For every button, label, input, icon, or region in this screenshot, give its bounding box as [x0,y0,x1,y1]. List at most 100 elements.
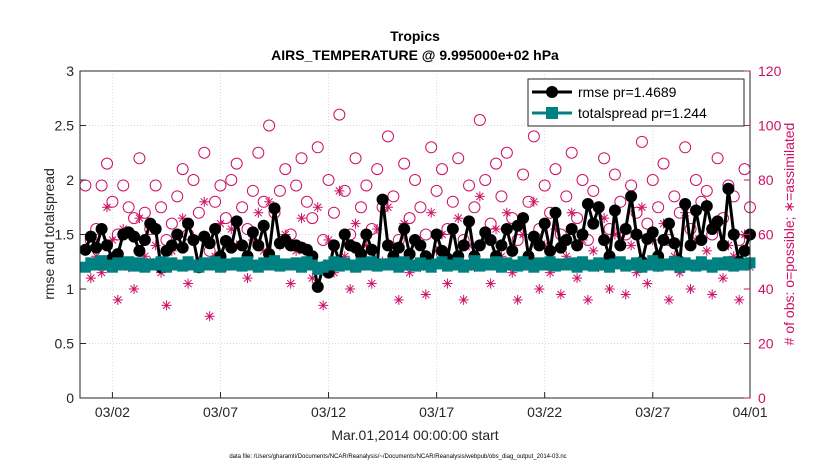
y-right-tick-label: 40 [758,281,774,297]
rmse-marker [230,215,243,228]
possible-obs-marker [381,130,394,143]
assimilated-obs-marker [426,207,437,218]
assimilated-obs-marker [485,278,496,289]
rmse-marker [630,228,643,241]
rmse-marker [495,239,508,252]
rmse-marker [225,241,238,254]
possible-obs-marker [273,184,286,197]
rmse-marker [133,244,146,257]
rmse-marker [246,226,259,239]
possible-obs-marker [214,179,227,192]
rmse-marker [268,202,281,215]
possible-obs-marker [527,130,540,143]
y-right-tick-label: 100 [758,118,782,134]
rmse-marker [711,215,724,228]
assimilated-obs-marker [102,202,113,213]
rmse-marker [149,223,162,236]
assimilated-obs-marker [458,294,469,305]
rmse-marker [592,201,605,214]
possible-obs-marker [311,141,324,154]
x-tick-label: 03/22 [527,404,562,420]
rmse-marker [662,217,675,230]
assimilated-obs-marker [588,245,599,256]
assimilated-obs-marker [734,294,745,305]
possible-obs-marker [571,212,584,225]
assimilated-obs-marker [717,273,728,284]
axis-ticks: 03/02 03/07 03/12 03/17 03/22 03/27 04/0100.51… [55,63,782,420]
y-right-tick-label: 120 [758,63,782,79]
rmse-marker [571,239,584,252]
rmse-marker [500,223,513,236]
possible-obs-marker [279,163,292,176]
possible-obs-marker [322,174,335,186]
possible-obs-marker [198,146,211,159]
possible-obs-marker [495,190,508,203]
possible-obs-marker [473,114,486,127]
rmse-marker [716,239,729,252]
assimilated-obs-marker [161,300,172,311]
rmse-marker [657,233,670,246]
rmse-marker [354,248,367,261]
possible-obs-marker [398,157,411,170]
rmse-marker [533,239,546,252]
rmse-marker [95,223,108,236]
y-axis-label-right: # of obs: o=possible; ∗=assimilated [781,123,797,346]
assimilated-obs-marker [345,284,356,294]
rmse-marker [544,244,557,257]
possible-obs-marker [360,179,373,192]
line-layer [79,182,756,293]
rmse-marker [360,228,373,241]
assimilated-obs-marker [582,294,593,305]
rmse-marker [84,230,97,243]
possible-obs-marker [700,184,713,197]
rmse-marker [165,239,178,252]
rmse-marker [619,223,632,236]
possible-obs-marker [101,157,114,170]
rmse-marker [209,223,222,236]
legend-rmse-marker [546,86,558,98]
possible-obs-marker [387,190,400,203]
rmse-marker [527,230,540,243]
chart-title: Tropics [390,28,440,44]
possible-obs-marker [403,212,416,225]
assimilated-obs-marker [491,224,502,235]
assimilated-obs-marker [112,294,123,305]
rmse-marker [381,239,394,252]
rmse-marker [473,239,486,252]
possible-obs-marker [425,141,438,154]
possible-obs-marker [490,157,503,170]
possible-obs-marker [106,195,119,208]
possible-obs-marker [576,174,589,186]
y-axis-label-left: rmse and totalspread [41,168,57,300]
assimilated-obs-marker [663,294,674,305]
possible-obs-marker [452,152,465,165]
possible-obs-marker [587,184,600,197]
possible-obs-marker [209,195,222,208]
rmse-marker [392,241,405,254]
rmse-marker [695,233,708,246]
rmse-marker [128,230,141,243]
rmse-marker [236,239,249,252]
assimilated-obs-marker [707,289,718,300]
rmse-marker [463,215,476,228]
x-tick-label: 04/01 [732,404,767,420]
possible-obs-marker [689,174,702,186]
y-left-tick-label: 0 [66,390,74,406]
possible-obs-marker [133,152,146,165]
x-tick-label: 03/07 [203,404,238,420]
possible-obs-marker [122,201,135,214]
possible-obs-marker [165,217,178,230]
rmse-marker [581,197,594,210]
x-axis-label: Mar.01,2014 00:00:00 start [331,427,498,443]
possible-obs-marker [436,163,449,176]
rmse-marker [689,204,702,217]
assimilated-obs-marker [528,196,539,207]
possible-obs-marker [646,174,659,186]
possible-obs-marker [511,233,524,246]
rmse-marker [517,212,530,225]
possible-obs-marker [538,179,551,192]
possible-obs-marker [306,212,319,225]
possible-obs-marker [668,190,681,203]
chart-subtitle: AIRS_TEMPERATURE @ 9.995000e+02 hPa [271,47,559,63]
